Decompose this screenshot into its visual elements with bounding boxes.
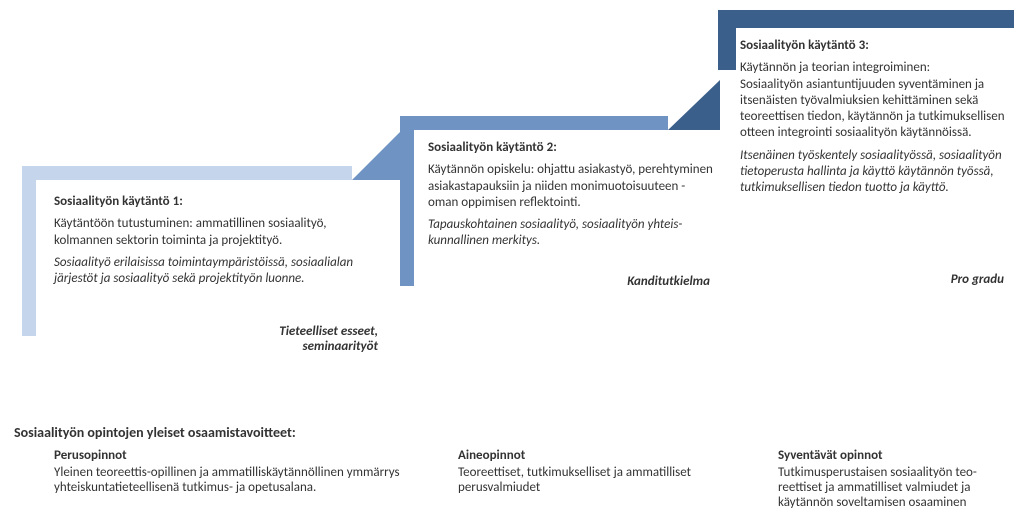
stage-3-content: Sosiaalityön käytäntö 3: Käytännön ja te… (740, 38, 1006, 196)
stage-3-italic: Itsenäinen työskentely sosiaalityössä, s… (740, 148, 1006, 197)
stage-3-title: Sosiaalityön käytäntö 3: (740, 38, 1006, 54)
stage-3: Sosiaalityön käytäntö 3: Käytännön ja te… (718, 10, 1014, 290)
stage-1-content: Sosiaalityön käytäntö 1: Käytäntöön tutu… (54, 194, 354, 287)
stage-1-output: Tieteelliset esseet, seminaarityöt (218, 324, 378, 354)
stage-1-top-bar (22, 166, 352, 180)
stage-2: Sosiaalityön käytäntö 2: Käytännön opisk… (400, 116, 720, 306)
stage-2-body: Käytännön opiskelu: ohjattu asiakastyö, … (428, 162, 718, 211)
columns: Perusopinnot Yleinen teoreettis-opilline… (14, 448, 1010, 510)
stage-2-title: Sosiaalityön käytäntö 2: (428, 140, 718, 156)
stage-3-output: Pro gradu (934, 272, 1004, 287)
col-2-heading: Aineopinnot (458, 448, 754, 463)
stage-2-output: Kanditutkielma (600, 274, 710, 289)
stage-1-triangle (352, 130, 402, 180)
stage-2-triangle (668, 80, 720, 130)
section-heading: Sosiaalityön opintojen yleiset osaamista… (14, 424, 296, 441)
col-aineopinnot: Aineopinnot Teoreettiset, tutkimuksellis… (458, 448, 754, 510)
stage-3-left-bar (718, 10, 736, 70)
stage-1-left-bar (22, 166, 36, 336)
col-perusopinnot: Perusopinnot Yleinen teoreettis-opilline… (14, 448, 434, 510)
col-syventavat: Syventävät opinnot Tutkimusperustaisen s… (778, 448, 1010, 510)
stage-2-content: Sosiaalityön käytäntö 2: Käytännön opisk… (428, 140, 718, 250)
stage-3-top-bar (718, 10, 1014, 28)
stage-2-top-bar (400, 116, 668, 130)
col-3-heading: Syventävät opinnot (778, 448, 1010, 463)
col-3-text: Tutkimusperustaisen sosiaalityön teo­ree… (778, 465, 1010, 510)
stage-1-title: Sosiaalityön käytäntö 1: (54, 194, 354, 210)
col-2-text: Teoreettiset, tutkimukselliset ja ammati… (458, 465, 754, 495)
stage-1-body: Käytäntöön tutustuminen: ammatillinen so… (54, 216, 354, 249)
stage-1-italic: Sosiaalityö erilaisissa toimintaympärist… (54, 255, 354, 288)
stage-1: Sosiaalityön käytäntö 1: Käytäntöön tutu… (22, 166, 402, 356)
stage-2-left-bar (400, 116, 414, 286)
col-1-heading: Perusopinnot (14, 448, 434, 463)
stage-3-body: Käytännön ja teorian integroiminen: Sosi… (740, 60, 1006, 141)
col-1-text: Yleinen teoreettis-opillinen ja ammatill… (14, 465, 434, 495)
stage-2-italic: Tapauskohtainen sosiaalityö, sosiaalityö… (428, 217, 718, 250)
